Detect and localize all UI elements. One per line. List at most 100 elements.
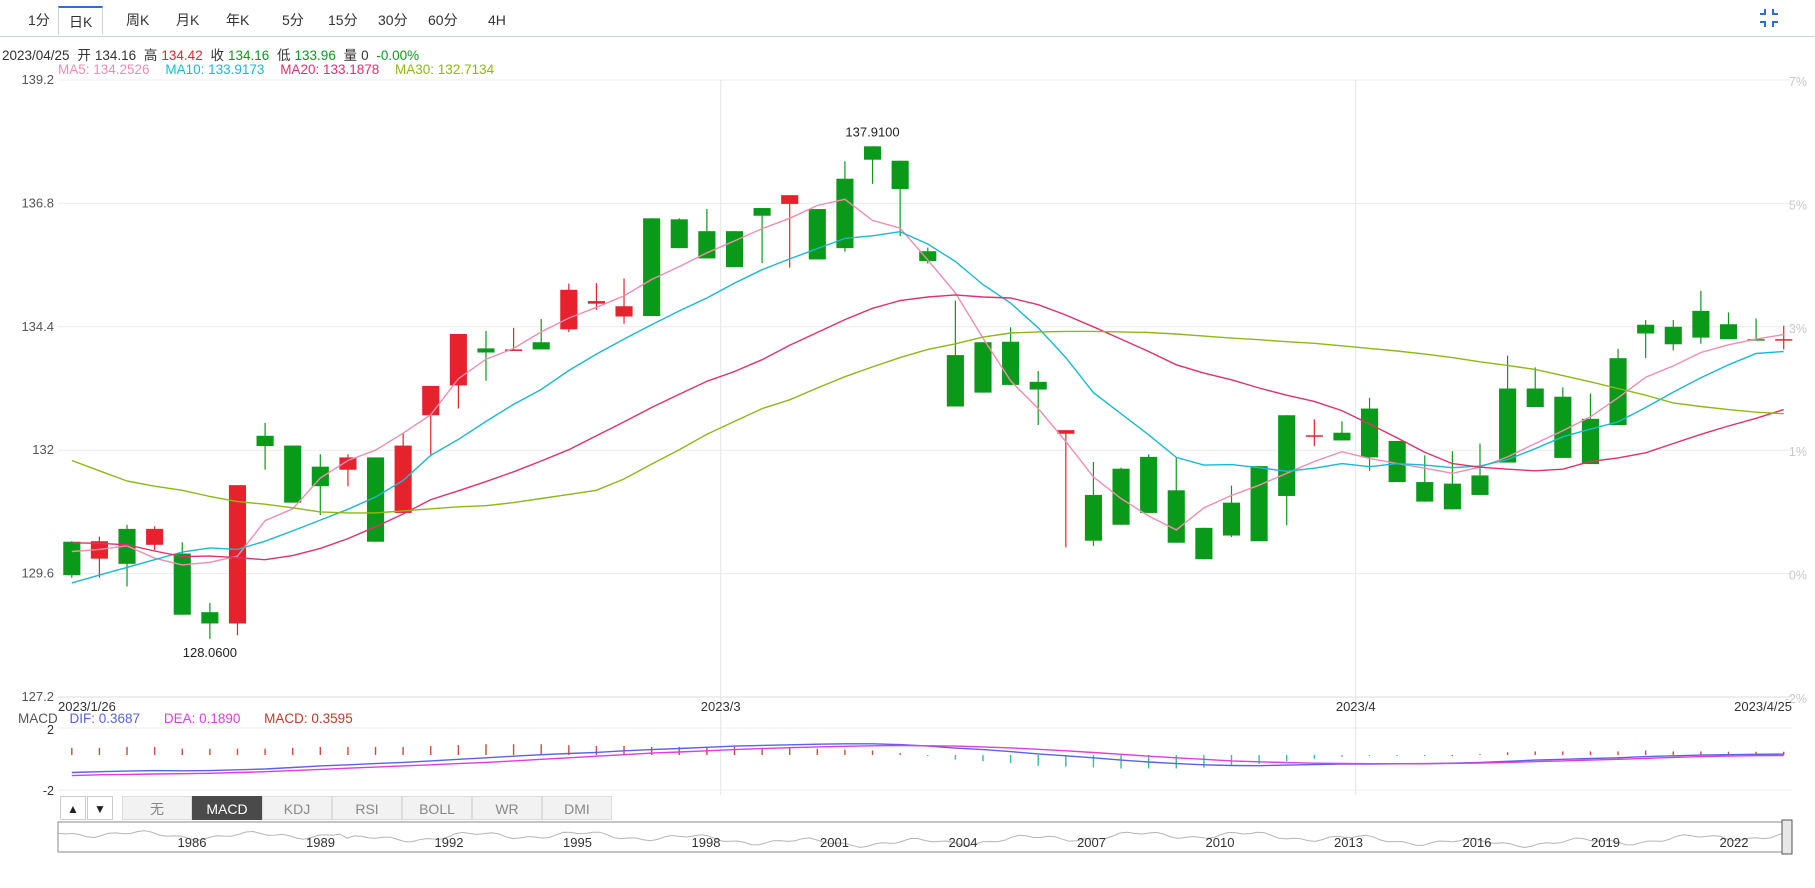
candle-body [532, 342, 550, 350]
tab-3[interactable]: 月K [176, 12, 200, 28]
macd-histogram-bar [1617, 751, 1619, 755]
scroll-down-button[interactable]: ▼ [87, 796, 113, 820]
candle-body [505, 349, 523, 351]
candle-body [1581, 418, 1599, 465]
candle-body [1002, 341, 1020, 385]
y-tick-label: 132 [32, 442, 54, 457]
indicator-无[interactable]: 无 [122, 796, 192, 820]
macd-histogram-bar [1286, 755, 1288, 762]
volume-label: 量 [343, 48, 358, 63]
x-tick-label: 2023/4 [1336, 699, 1376, 714]
indicator-boll[interactable]: BOLL [402, 796, 472, 820]
candle-body [1443, 483, 1461, 510]
candle-body [808, 209, 826, 260]
macd-histogram-bar [71, 747, 73, 755]
macd-histogram-bar [1120, 755, 1122, 769]
low-value: 133.96 [294, 48, 336, 63]
macd-histogram-bar [1700, 751, 1702, 755]
candle-body [1637, 324, 1655, 334]
candle-body [477, 348, 495, 353]
macd-histogram-bar [1783, 751, 1785, 755]
macd-histogram-bar [623, 746, 625, 755]
candle-body [118, 528, 136, 564]
candle-body [587, 301, 605, 304]
tab-1[interactable]: 日K [58, 6, 104, 35]
candle-body [781, 195, 799, 204]
candle-body [1499, 388, 1517, 463]
navigator-series [57, 830, 1793, 849]
macd-histogram-bar [1258, 755, 1260, 764]
pct-tick-label: 5% [1789, 198, 1807, 212]
dif-label: DIF: 0.3687 [69, 711, 141, 726]
macd-label: MACD: 0.3595 [264, 711, 353, 726]
macd-title: MACD [18, 711, 58, 726]
macd-histogram-bar [871, 750, 874, 755]
ma20-label: MA20: 133.1878 [280, 62, 380, 77]
macd-histogram-bar [512, 744, 515, 755]
y-tick-label: 139.2 [21, 72, 54, 87]
tab-6[interactable]: 15分 [328, 12, 358, 28]
y-tick-label: 136.8 [21, 195, 54, 210]
collapse-icon[interactable] [1759, 8, 1779, 28]
macd-histogram-bar [1230, 755, 1233, 766]
macd-histogram-bar [1755, 751, 1757, 755]
candle-body [1250, 466, 1268, 542]
tab-7[interactable]: 30分 [378, 12, 408, 28]
navigator-handle [1781, 819, 1793, 855]
macd-histogram-bar [1562, 751, 1564, 755]
candle-body [1775, 339, 1793, 341]
candle-body [753, 208, 771, 216]
scroll-up-button[interactable]: ▲ [60, 796, 86, 820]
candle-body [1057, 430, 1075, 434]
indicator-macd[interactable]: MACD [192, 796, 262, 820]
macd-histogram-bar [1644, 750, 1647, 755]
indicator-dmi[interactable]: DMI [542, 796, 612, 820]
macd-histogram-bar [291, 747, 294, 755]
tab-5[interactable]: 5分 [282, 12, 304, 28]
navigator-year-label: 2022 [1720, 835, 1749, 850]
indicator-rsi[interactable]: RSI [332, 796, 402, 820]
candle-body [1167, 490, 1185, 543]
candle-body [1609, 358, 1627, 426]
close-label: 收 [210, 48, 224, 63]
navigator-year-label: 1992 [435, 835, 464, 850]
candle-body [1664, 326, 1682, 345]
macd-histogram-bar [1341, 755, 1343, 757]
indicator-wr[interactable]: WR [472, 796, 542, 820]
pct-tick-label: 3% [1789, 322, 1807, 336]
candle-body [560, 289, 578, 330]
navigator-frame [57, 821, 1793, 853]
candle-body [1719, 324, 1738, 340]
x-tick-label: 2023/4/25 [1734, 699, 1792, 714]
pct-tick-label: 7% [1789, 75, 1807, 89]
ma5-label: MA5: 134.2526 [58, 62, 150, 77]
candle-body [863, 146, 882, 160]
macd-histogram-bar [1672, 751, 1674, 755]
tab-4[interactable]: 年K [226, 12, 250, 28]
pct-tick-label: 0% [1789, 569, 1807, 583]
macd-histogram-bar [568, 745, 570, 755]
indicator-kdj[interactable]: KDJ [262, 796, 332, 820]
macd-histogram-bar [1203, 755, 1205, 768]
candle-body [146, 528, 164, 545]
macd-histogram-bar [236, 748, 239, 755]
macd-histogram-bar [1534, 751, 1536, 755]
macd-histogram-bar [1009, 755, 1012, 764]
navigator-year-label: 2004 [949, 835, 978, 850]
navigator-year-label: 2007 [1077, 835, 1106, 850]
macd-histogram-bar [153, 746, 156, 755]
candle-body [1278, 415, 1296, 496]
ma30-line [71, 330, 1784, 514]
navigator-year-label: 2013 [1334, 835, 1363, 850]
tab-0[interactable]: 1分 [28, 12, 50, 28]
candle-body [1692, 310, 1710, 338]
candle-body [63, 541, 81, 576]
candle-body [891, 160, 909, 190]
tab-9[interactable]: 4H [488, 12, 506, 28]
macd-histogram-bar [678, 746, 680, 755]
dif-line [71, 743, 1784, 774]
macd-histogram-bar [430, 746, 432, 755]
tab-2[interactable]: 周K [126, 12, 150, 28]
tab-8[interactable]: 60分 [428, 12, 458, 28]
